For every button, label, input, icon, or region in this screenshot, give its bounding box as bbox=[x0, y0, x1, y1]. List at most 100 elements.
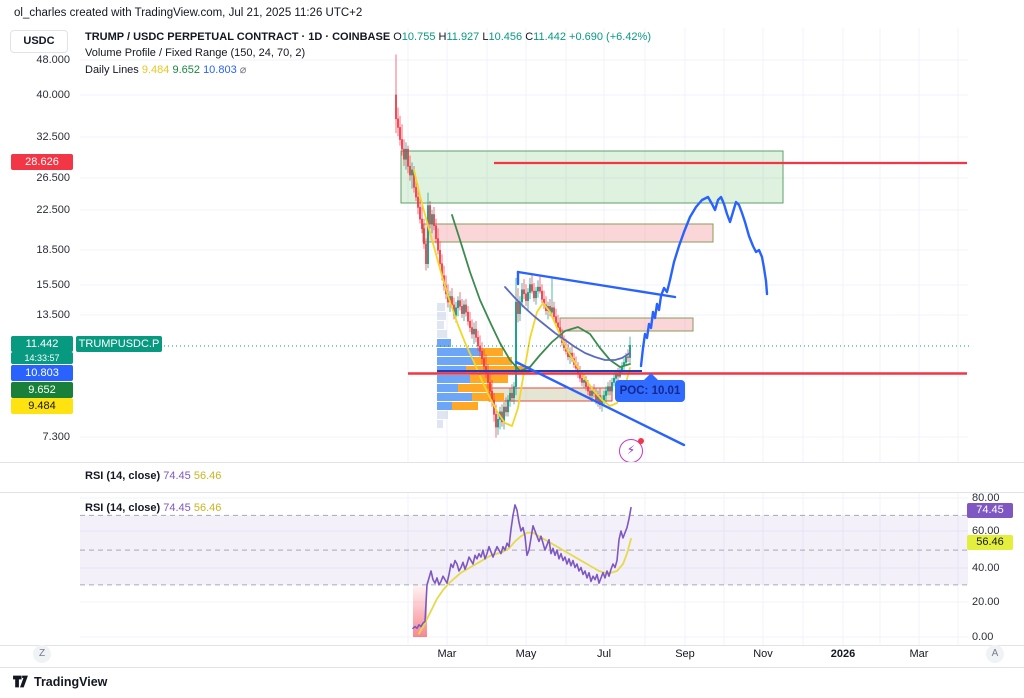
volume-profile-orange-row bbox=[458, 384, 492, 392]
rsi-title: RSI (14, close) bbox=[85, 502, 161, 514]
price-axis-label: 7.300 bbox=[42, 431, 70, 443]
zoom-out-button[interactable]: Z bbox=[33, 645, 51, 663]
rsi-value-badge: 74.45 bbox=[967, 503, 1013, 518]
volume-profile-ghost-row bbox=[437, 312, 446, 320]
pane-divider-1[interactable] bbox=[0, 462, 1024, 463]
time-axis-label: May bbox=[515, 648, 537, 660]
tradingview-logo[interactable]: TradingView bbox=[12, 673, 107, 690]
ohlc-high-label: H bbox=[438, 31, 447, 43]
rsi-pane-collapsed-legend[interactable]: RSI (14, close) 74.45 56.46 bbox=[85, 470, 221, 482]
last-price-badge[interactable]: 11.442 bbox=[11, 336, 73, 352]
volume-profile-orange-row bbox=[470, 375, 508, 383]
volume-profile-ghost-row bbox=[437, 303, 445, 311]
volume-profile-ghost-row bbox=[437, 411, 448, 419]
pane-divider-3 bbox=[0, 645, 1024, 646]
daily-line-green-value: 9.652 bbox=[172, 64, 200, 76]
attribution-text: ol_charles created with TradingView.com,… bbox=[14, 7, 363, 19]
trendline bbox=[516, 270, 677, 299]
volume-profile-orange-row bbox=[481, 348, 503, 356]
ohlc-low-label: L bbox=[482, 31, 489, 43]
rsi-axis-label: 40.00 bbox=[972, 562, 1000, 574]
ohlc-open-value: 10.755 bbox=[401, 31, 436, 43]
notification-dot bbox=[638, 438, 644, 444]
volume-profile-blue-row bbox=[437, 339, 451, 347]
tradingview-logo-icon bbox=[13, 675, 28, 688]
rsi-line bbox=[412, 504, 632, 630]
tradingview-logo-text: TradingView bbox=[34, 674, 108, 689]
price-axis-label: 22.500 bbox=[36, 204, 70, 216]
supply-demand-zone bbox=[422, 223, 714, 243]
poc-label[interactable]: POC: 10.01 bbox=[615, 373, 685, 402]
symbol-title: TRUMP / USDC PERPETUAL CONTRACT · 1D · C… bbox=[85, 31, 391, 43]
ma-green-line bbox=[451, 214, 631, 372]
rsi-axis-label: 60.00 bbox=[972, 525, 1000, 537]
diameter-icon: ⌀ bbox=[239, 64, 247, 76]
time-axis-label: Mar bbox=[909, 648, 929, 660]
rsi-pane-legend[interactable]: RSI (14, close) 74.45 56.46 bbox=[85, 502, 221, 514]
daily-line-yellow-badge: 9.484 bbox=[11, 398, 73, 414]
rsi-title: RSI (14, close) bbox=[85, 470, 161, 482]
rsi-axis-label: 0.00 bbox=[972, 631, 994, 643]
price-axis-label: 18.500 bbox=[36, 244, 70, 256]
volume-profile-blue-row bbox=[437, 375, 470, 383]
rsi-ma-line bbox=[418, 531, 632, 635]
volume-profile-ghost-row bbox=[437, 321, 444, 329]
time-axis-label: Mar bbox=[437, 648, 457, 660]
pane-divider-2[interactable] bbox=[0, 492, 1024, 493]
volume-profile-blue-row bbox=[437, 348, 481, 356]
daily-lines-label: Daily Lines bbox=[85, 64, 139, 76]
daily-line-blue-value: 10.803 bbox=[203, 64, 237, 76]
time-axis-label: 2026 bbox=[830, 648, 856, 660]
price-axis-label: 26.500 bbox=[36, 172, 70, 184]
time-axis-label: Jul bbox=[596, 648, 612, 660]
flash-event-icon[interactable]: ⚡ bbox=[619, 438, 644, 463]
price-axis-label: 15.500 bbox=[36, 279, 70, 291]
volume-profile-orange-row bbox=[452, 402, 478, 410]
price-axis-label: 13.500 bbox=[36, 309, 70, 321]
ohlc-close-value: 11.442 bbox=[533, 31, 566, 43]
volume-profile-legend-row[interactable]: Volume Profile / Fixed Range (150, 24, 7… bbox=[85, 47, 306, 59]
projection-path bbox=[639, 195, 769, 368]
ma-purple-line bbox=[504, 286, 631, 361]
currency-axis-button[interactable]: USDC bbox=[10, 30, 68, 53]
rsi-value: 74.45 bbox=[163, 502, 191, 514]
volume-profile-orange-row bbox=[472, 393, 504, 401]
volume-profile-blue-row bbox=[437, 357, 474, 365]
ohlc-close-label: C bbox=[525, 31, 534, 43]
volume-profile-ghost-row bbox=[437, 330, 447, 338]
time-axis-label: Sep bbox=[675, 648, 695, 660]
volume-profile-orange-row bbox=[474, 357, 512, 365]
supply-demand-zone bbox=[400, 150, 784, 204]
price-axis-label: 32.500 bbox=[36, 131, 70, 143]
symbol-price-label: TRUMPUSDC.P bbox=[76, 336, 162, 352]
ohlc-low-value: 10.456 bbox=[488, 31, 523, 43]
daily-line-blue-badge: 10.803 bbox=[11, 365, 73, 381]
rsi-axis-label: 80.00 bbox=[972, 492, 1000, 504]
price-axis-label: 48.000 bbox=[36, 54, 70, 66]
volume-profile-blue-row bbox=[437, 384, 458, 392]
auto-scale-button[interactable]: A bbox=[986, 645, 1004, 663]
rsi-axis-label: 20.00 bbox=[972, 596, 1000, 608]
axis-bottom-border bbox=[0, 667, 1024, 668]
alert-price-badge[interactable]: 28.626 bbox=[11, 154, 73, 170]
daily-line-yellow-value: 9.484 bbox=[141, 64, 170, 76]
rsi-value: 74.45 bbox=[163, 470, 191, 482]
daily-lines-legend-row[interactable]: Daily Lines 9.484 9.652 10.803 ⌀ bbox=[85, 63, 246, 76]
rsi-ma-value: 56.46 bbox=[193, 502, 222, 514]
volume-profile-ghost-row bbox=[437, 420, 443, 428]
lightning-icon: ⚡ bbox=[626, 443, 636, 457]
volume-profile-blue-row bbox=[437, 402, 452, 410]
bar-countdown-badge: 14:33:57 bbox=[11, 352, 73, 364]
rsi-ma-value-badge: 56.46 bbox=[967, 535, 1013, 550]
price-axis-label: 40.000 bbox=[36, 89, 70, 101]
daily-line-green-badge: 9.652 bbox=[11, 382, 73, 398]
trendline bbox=[514, 360, 686, 447]
change-value: +0.690 (+6.42%) bbox=[569, 31, 651, 43]
symbol-legend-row[interactable]: TRUMP / USDC PERPETUAL CONTRACT · 1D · C… bbox=[85, 31, 651, 43]
ma-yellow-line bbox=[413, 169, 631, 427]
ohlc-high-value: 11.927 bbox=[446, 31, 480, 43]
rsi-ma-value: 56.46 bbox=[193, 470, 222, 482]
volume-profile-blue-row bbox=[437, 393, 472, 401]
